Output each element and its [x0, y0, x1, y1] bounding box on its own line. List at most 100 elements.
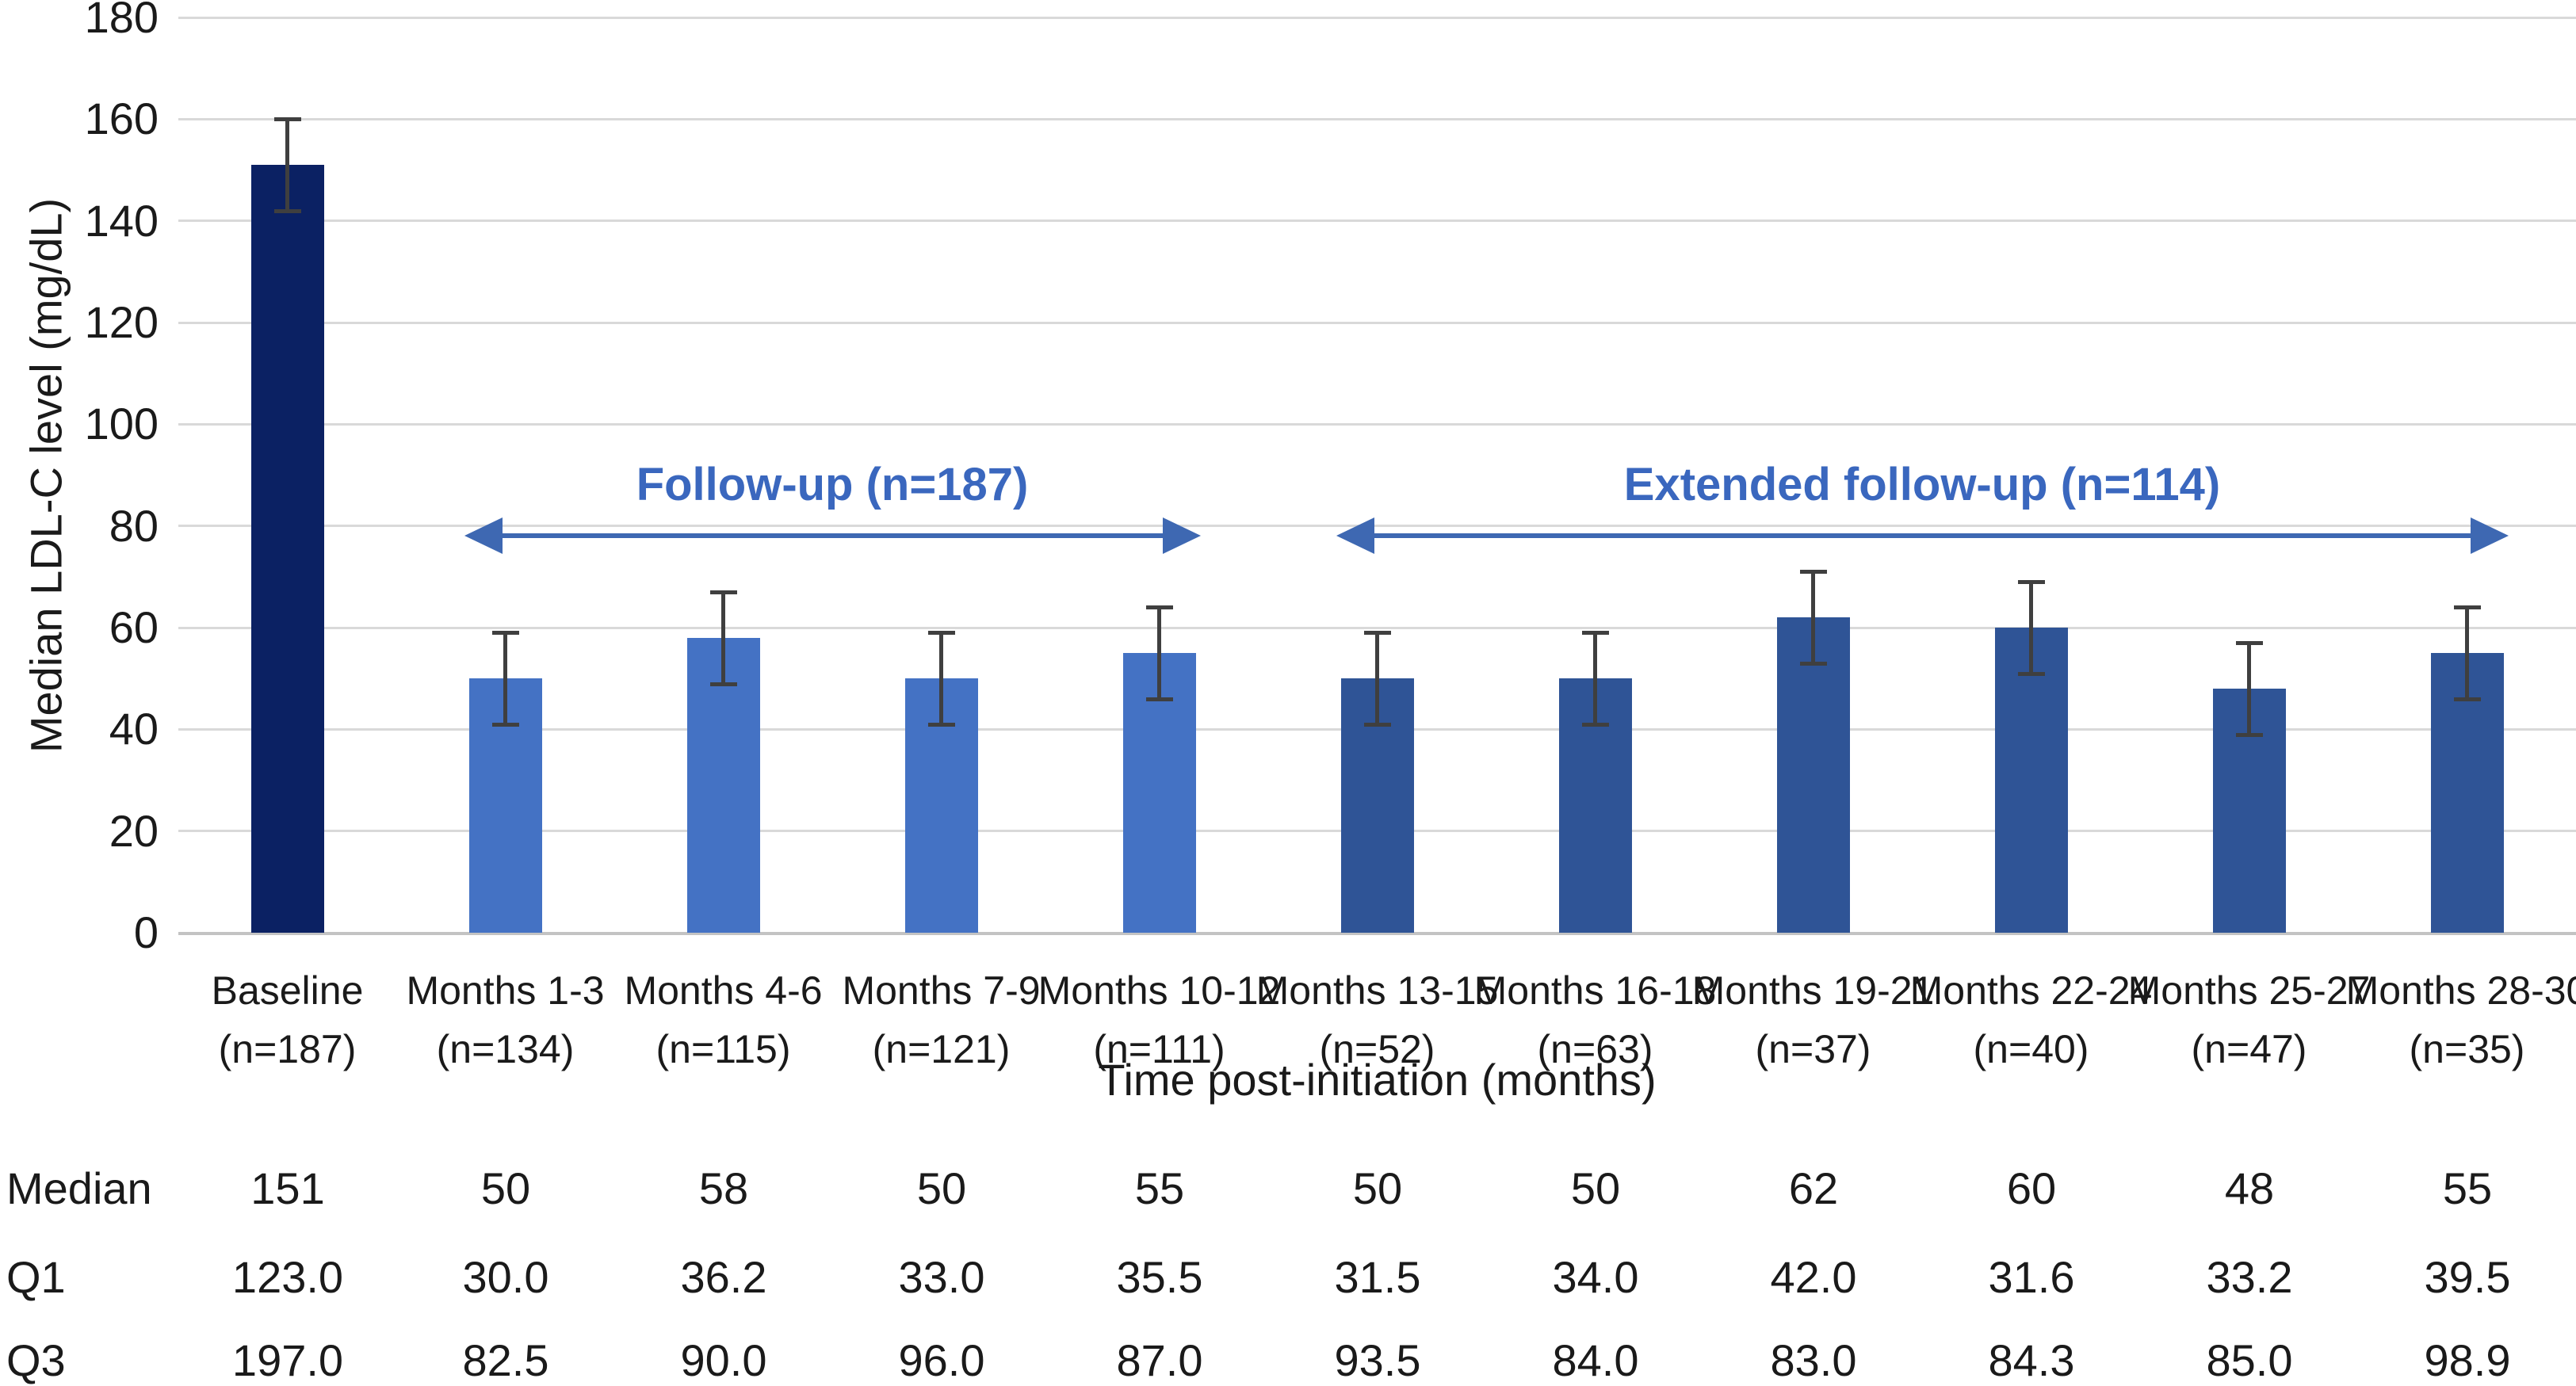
table-cell-q1-4: 35.5 — [1116, 1252, 1203, 1302]
category-label-baseline: Baseline (n=187) — [147, 961, 428, 1079]
error-bar-months-28-30 — [2465, 607, 2469, 699]
error-bar-months-25-27 — [2247, 643, 2251, 735]
category-label-months-1-3: Months 1-3 (n=134) — [365, 961, 646, 1079]
y-tick-label-0: 0 — [133, 907, 159, 957]
annotation-followup-label: Follow-up (n=187) — [636, 459, 1029, 510]
bar-months-22-24 — [1995, 628, 2068, 933]
annotation-extended-followup-line — [1368, 533, 2477, 538]
category-label-months-28-30: Months 28-30 (n=35) — [2326, 961, 2576, 1079]
error-bar-months-10-12 — [1157, 607, 1161, 699]
table-cell-q1-0: 123.0 — [231, 1252, 344, 1302]
table-cell-q3-8: 84.3 — [1988, 1335, 2075, 1385]
error-bar-cap-bottom-months-7-9 — [928, 723, 955, 727]
table-cell-q1-7: 42.0 — [1770, 1252, 1857, 1302]
category-label-months-16-18: Months 16-18 (n=63) — [1454, 961, 1736, 1079]
table-cell-median-0: 151 — [250, 1163, 325, 1213]
error-bar-cap-top-months-16-18 — [1582, 631, 1609, 635]
error-bar-cap-bottom-months-1-3 — [492, 723, 519, 727]
table-cell-median-5: 50 — [1352, 1163, 1403, 1213]
category-label-line2: (n=35) — [2409, 1027, 2525, 1071]
error-bar-cap-bottom-months-16-18 — [1582, 723, 1609, 727]
y-tick-label-40: 40 — [109, 704, 159, 754]
table-cell-q1-6: 34.0 — [1552, 1252, 1639, 1302]
gridline-60 — [178, 627, 2576, 629]
error-bar-cap-bottom-months-28-30 — [2454, 697, 2481, 701]
annotation-extended-followup-right-arrowhead — [2471, 517, 2509, 554]
category-label-months-4-6: Months 4-6 (n=115) — [583, 961, 864, 1079]
error-bar-cap-top-months-22-24 — [2018, 580, 2045, 584]
table-cell-median-7: 62 — [1788, 1163, 1839, 1213]
category-label-line2: (n=121) — [872, 1027, 1011, 1071]
category-label-line1: Months 7-9 — [842, 968, 1041, 1013]
y-tick-label-120: 120 — [84, 297, 159, 347]
category-label-line2: (n=134) — [436, 1027, 575, 1071]
category-label-line1: Baseline — [211, 968, 364, 1013]
table-cell-q1-9: 33.2 — [2206, 1252, 2293, 1302]
category-label-line2: (n=40) — [1973, 1027, 2089, 1071]
table-cell-q3-4: 87.0 — [1116, 1335, 1203, 1385]
category-label-line1: Months 4-6 — [624, 968, 823, 1013]
gridline-140 — [178, 220, 2576, 222]
error-bar-baseline — [285, 119, 289, 211]
error-bar-months-4-6 — [721, 592, 725, 684]
gridline-100 — [178, 423, 2576, 426]
gridline-80 — [178, 525, 2576, 527]
error-bar-cap-bottom-months-22-24 — [2018, 672, 2045, 676]
y-tick-label-140: 140 — [84, 196, 159, 246]
category-label-months-13-15: Months 13-15 (n=52) — [1236, 961, 1518, 1079]
category-label-months-19-21: Months 19-21 (n=37) — [1672, 961, 1954, 1079]
error-bar-cap-bottom-months-10-12 — [1146, 697, 1173, 701]
table-row-label-q1: Q1 — [6, 1252, 66, 1302]
table-cell-q1-10: 39.5 — [2424, 1252, 2511, 1302]
category-label-line2: (n=37) — [1755, 1027, 1871, 1071]
gridline-0 — [178, 932, 2576, 935]
error-bar-cap-top-months-1-3 — [492, 631, 519, 635]
table-cell-median-8: 60 — [2006, 1163, 2057, 1213]
y-tick-label-180: 180 — [84, 0, 159, 42]
error-bar-months-7-9 — [939, 632, 943, 724]
error-bar-cap-top-months-10-12 — [1146, 605, 1173, 609]
table-cell-q3-10: 98.9 — [2424, 1335, 2511, 1385]
y-tick-label-100: 100 — [84, 399, 159, 449]
table-cell-q1-3: 33.0 — [898, 1252, 985, 1302]
table-cell-q3-1: 82.5 — [462, 1335, 549, 1385]
annotation-extended-followup-left-arrowhead — [1336, 517, 1374, 554]
gridline-160 — [178, 118, 2576, 120]
bar-baseline — [251, 165, 324, 933]
annotation-extended-followup-label: Extended follow-up (n=114) — [1623, 459, 2221, 510]
y-tick-label-160: 160 — [84, 94, 159, 143]
category-label-line2: (n=187) — [218, 1027, 357, 1071]
error-bar-cap-top-months-7-9 — [928, 631, 955, 635]
table-cell-q1-8: 31.6 — [1988, 1252, 2075, 1302]
category-label-line1: Months 16-18 — [1473, 968, 1717, 1013]
table-cell-median-4: 55 — [1134, 1163, 1185, 1213]
category-label-line2: (n=115) — [655, 1027, 791, 1071]
category-label-months-22-24: Months 22-24 (n=40) — [1890, 961, 2172, 1079]
error-bar-cap-bottom-months-19-21 — [1800, 662, 1827, 666]
table-cell-q3-6: 84.0 — [1552, 1335, 1639, 1385]
error-bar-cap-bottom-months-4-6 — [710, 682, 737, 686]
error-bar-cap-bottom-months-13-15 — [1364, 723, 1391, 727]
table-cell-q3-2: 90.0 — [680, 1335, 767, 1385]
error-bar-cap-top-months-4-6 — [710, 590, 737, 594]
category-label-months-7-9: Months 7-9 (n=121) — [801, 961, 1082, 1079]
table-cell-q3-3: 96.0 — [898, 1335, 985, 1385]
category-label-line1: Months 1-3 — [406, 968, 605, 1013]
bar-months-19-21 — [1777, 617, 1850, 933]
error-bar-cap-top-baseline — [274, 117, 301, 121]
y-axis-title: Median LDL-C level (mg/dL) — [21, 197, 71, 754]
table-cell-median-3: 50 — [916, 1163, 967, 1213]
category-label-line1: Months 25-27 — [2127, 968, 2371, 1013]
error-bar-cap-top-months-13-15 — [1364, 631, 1391, 635]
error-bar-cap-bottom-months-25-27 — [2236, 733, 2263, 737]
category-label-line1: Months 19-21 — [1691, 968, 1935, 1013]
error-bar-months-19-21 — [1811, 571, 1815, 663]
table-cell-median-6: 50 — [1570, 1163, 1621, 1213]
category-label-line2: (n=63) — [1537, 1027, 1653, 1071]
annotation-followup-right-arrowhead — [1163, 517, 1201, 554]
gridline-120 — [178, 322, 2576, 324]
annotation-followup-left-arrowhead — [464, 517, 503, 554]
gridline-180 — [178, 17, 2576, 19]
table-cell-q3-9: 85.0 — [2206, 1335, 2293, 1385]
